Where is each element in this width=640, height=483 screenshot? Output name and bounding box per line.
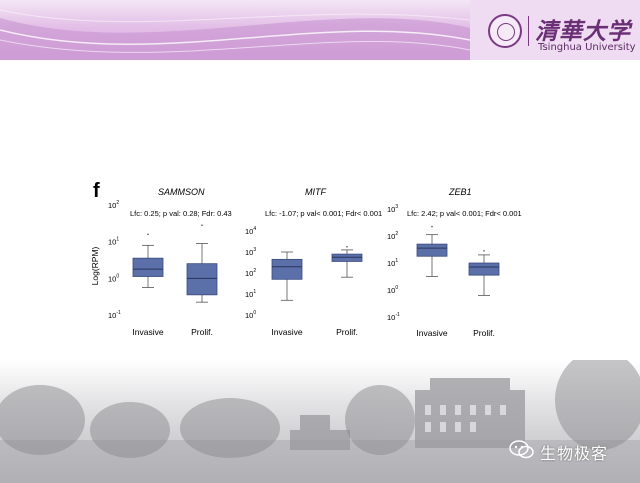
y-tick-label: 100 bbox=[245, 310, 256, 320]
y-tick-label: 101 bbox=[245, 289, 256, 299]
plot-title-sammson: SAMMSON bbox=[158, 187, 205, 197]
plot-stats-zeb1: Lfc: 2.42; p val< 0.001; Fdr< 0.001 bbox=[407, 209, 522, 218]
boxplots-canvas: Log(RPM) 102 101 100 10-1 Invasive Prolif. 104 1… bbox=[90, 200, 500, 338]
category-label: Invasive bbox=[416, 328, 447, 338]
university-seal-logo bbox=[488, 14, 522, 48]
slide-header-banner: 清華大学 Tsinghua University bbox=[0, 0, 640, 60]
y-tick-label: 100 bbox=[108, 273, 119, 283]
plot-title-zeb1: ZEB1 bbox=[449, 187, 472, 197]
y-tick-label: 10-1 bbox=[387, 312, 400, 322]
outlier-point bbox=[201, 224, 203, 226]
box-iqr bbox=[132, 257, 164, 277]
box-iqr bbox=[186, 263, 218, 296]
category-label: Invasive bbox=[271, 327, 302, 337]
y-axis-label: Log(RPM) bbox=[90, 246, 100, 285]
university-name-english: Tsinghua University bbox=[538, 42, 636, 53]
campus-background-photo bbox=[0, 360, 640, 483]
plot-stats-mitf: Lfc: -1.07; p val< 0.001; Fdr< 0.001 bbox=[265, 209, 383, 218]
plot-stats-sammson: Lfc: 0.25; p val: 0.28; Fdr: 0.43 bbox=[130, 209, 232, 218]
box-iqr bbox=[416, 243, 448, 257]
y-tick-label: 10-1 bbox=[108, 310, 121, 320]
header-swoosh-decoration bbox=[0, 0, 640, 60]
boxplot-figure-panel: f SAMMSON MITF ZEB1 Lfc: 0.25; p val: 0.… bbox=[90, 178, 550, 350]
y-tick-label: 101 bbox=[387, 258, 398, 268]
y-tick-label: 102 bbox=[245, 268, 256, 278]
box-iqr bbox=[271, 258, 303, 280]
y-tick-label: 103 bbox=[387, 204, 398, 214]
outlier-point bbox=[483, 250, 485, 252]
y-tick-label: 101 bbox=[108, 237, 119, 247]
outlier-point bbox=[431, 225, 433, 228]
panel-letter: f bbox=[93, 180, 100, 202]
category-label: Invasive bbox=[132, 327, 163, 337]
y-tick-label: 100 bbox=[387, 285, 398, 295]
outlier-point bbox=[346, 245, 348, 248]
campus-building-silhouette bbox=[0, 360, 640, 483]
y-tick-label: 102 bbox=[108, 200, 119, 210]
wechat-icon bbox=[509, 440, 534, 459]
box-iqr bbox=[468, 262, 500, 276]
y-tick-label: 104 bbox=[245, 226, 256, 236]
y-tick-label: 103 bbox=[245, 247, 256, 257]
category-label: Prolif. bbox=[473, 328, 495, 338]
logo-divider bbox=[528, 16, 529, 46]
box-iqr bbox=[331, 253, 363, 262]
plot-title-mitf: MITF bbox=[305, 187, 326, 197]
category-label: Prolif. bbox=[336, 327, 358, 337]
outlier-point bbox=[147, 233, 149, 236]
y-tick-label: 102 bbox=[387, 231, 398, 241]
university-name-chinese: 清華大学 bbox=[535, 18, 631, 45]
category-label: Prolif. bbox=[191, 327, 213, 337]
watermark-account-name: 生物极客 bbox=[540, 444, 609, 463]
